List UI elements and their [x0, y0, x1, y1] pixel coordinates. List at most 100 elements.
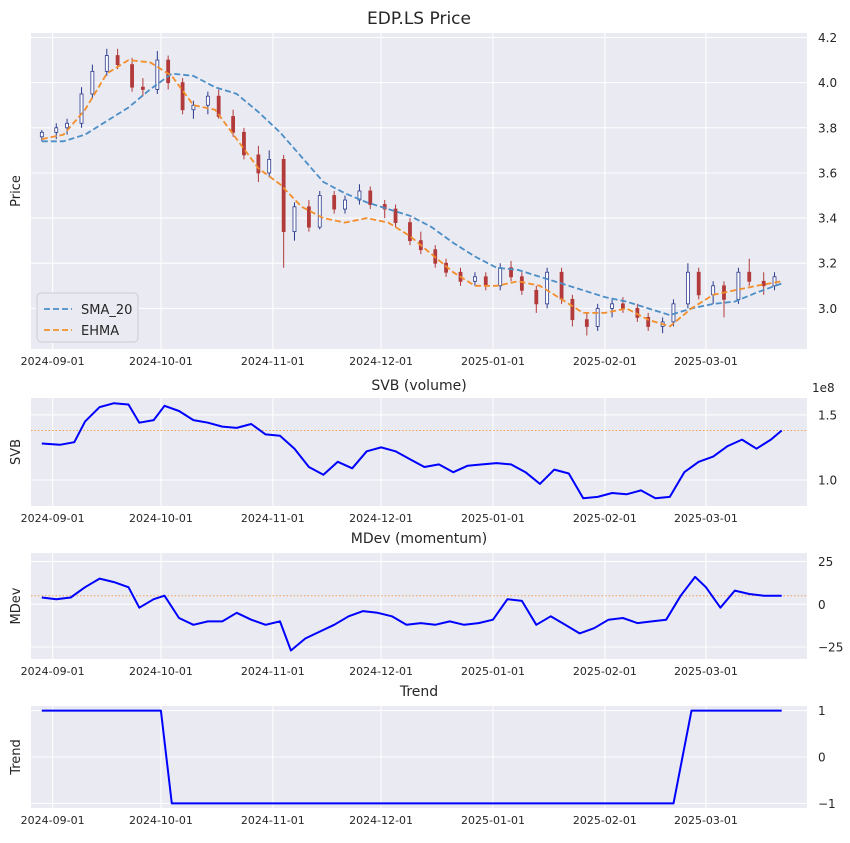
candle-body-42 [570, 298, 575, 321]
chart-title: Trend [399, 684, 438, 700]
candle-body-26 [368, 190, 373, 205]
candle-body-58 [772, 276, 777, 287]
x-tick-label: 2024-12-01 [349, 512, 413, 525]
candle-body-53 [711, 285, 716, 296]
x-tick-label: 2024-10-01 [129, 512, 193, 525]
x-tick-label: 2024-10-01 [129, 355, 193, 368]
candle-body-16 [242, 131, 246, 156]
x-tick-label: 2024-09-01 [21, 814, 85, 827]
y-axis-label: MDev [9, 587, 24, 624]
x-tick-labels: 2024-09-01 2024-10-01 2024-11-01 2024-12-01… [21, 355, 738, 368]
grid [31, 553, 807, 659]
y-axis-label: Price [9, 175, 24, 207]
candle-body-22 [317, 195, 322, 228]
candle-body-2 [65, 122, 69, 129]
plot-area [31, 398, 807, 506]
candle-body-41 [559, 271, 564, 300]
x-tick-label: 2024-12-01 [349, 665, 413, 678]
candle-body-44 [595, 307, 600, 327]
candle-body-34 [473, 276, 477, 282]
x-tick-label: 2025-01-01 [461, 355, 525, 368]
candle-body-38 [519, 276, 524, 291]
candle-body-51 [685, 271, 690, 305]
y-tick-labels: −1 0 1 [818, 704, 836, 811]
y-tick-label: 4.2 [818, 31, 837, 45]
grid [31, 33, 807, 349]
candle-body-28 [393, 208, 398, 224]
x-tick-labels: 2024-09-01 2024-10-01 2024-11-01 2024-12-01… [21, 814, 738, 827]
x-tick-label: 2025-02-01 [573, 665, 637, 678]
candle-body-20 [292, 206, 297, 233]
candle-body-4 [90, 70, 95, 95]
x-tick-label: 2025-03-01 [674, 665, 738, 678]
legend-label: EHMA [81, 324, 119, 339]
y-tick-label: 0 [818, 598, 826, 612]
candle-body-35 [483, 276, 488, 287]
candle-body-3 [79, 93, 84, 124]
y-axis-label: SVB [9, 439, 24, 465]
x-tick-label: 2024-11-01 [241, 512, 305, 525]
y-tick-label: 3.8 [818, 121, 837, 135]
candle-body-48 [646, 316, 651, 327]
candle-body-45 [610, 303, 614, 309]
candle-body-10 [166, 59, 171, 84]
series-line-main [41, 575, 782, 652]
y-tick-label: 3.0 [818, 302, 837, 316]
candle-body-57 [761, 280, 766, 287]
legend-label: SMA_20 [81, 303, 132, 318]
candle-body-18 [267, 158, 272, 174]
y-tick-label: 3.2 [818, 257, 837, 271]
y-tick-label: 0 [818, 751, 826, 765]
candle-body-52 [696, 271, 701, 296]
x-tick-labels: 2024-09-01 2024-10-01 2024-11-01 2024-12-01… [21, 512, 738, 525]
candle-body-15 [231, 116, 236, 133]
candle-body-24 [343, 199, 347, 210]
candle-body-6 [115, 55, 120, 66]
panel-1: 2024-09-01 2024-10-01 2024-11-01 2024-12-01… [9, 9, 837, 368]
y-tick-label: 1 [818, 704, 826, 718]
x-tick-label: 2024-11-01 [241, 355, 305, 368]
chart-title: MDev (momentum) [351, 531, 487, 547]
candle-body-17 [256, 154, 261, 174]
y-tick-labels: 3.0 3.2 3.4 3.6 3.8 4.0 4.2 [818, 31, 837, 316]
y-axis-label: Trend [9, 739, 24, 776]
x-tick-label: 2025-01-01 [461, 665, 525, 678]
candle-body-55 [736, 271, 741, 300]
y-tick-label: 1.0 [818, 473, 837, 487]
x-tick-label: 2024-12-01 [349, 355, 413, 368]
panel-4: 2024-09-01 2024-10-01 2024-11-01 2024-12-01… [9, 684, 836, 827]
x-tick-label: 2025-03-01 [674, 512, 738, 525]
candle-body-8 [140, 86, 145, 90]
x-tick-label: 2025-02-01 [573, 814, 637, 827]
y-tick-label: 3.4 [818, 212, 837, 226]
y-tick-label: 4.0 [818, 76, 837, 90]
candle-body-5 [104, 55, 109, 72]
x-tick-label: 2025-02-01 [573, 355, 637, 368]
offset-label: 1e8 [812, 381, 835, 395]
grid [31, 398, 807, 506]
candle-body-13 [205, 95, 210, 106]
x-tick-label: 2024-10-01 [129, 814, 193, 827]
candle-body-12 [191, 104, 196, 111]
candle-body-21 [307, 206, 311, 228]
x-tick-label: 2025-02-01 [573, 512, 637, 525]
y-tick-label: −25 [818, 641, 843, 655]
candle-body-14 [216, 95, 221, 117]
y-tick-label: 1.5 [818, 408, 837, 422]
y-tick-label: 3.6 [818, 166, 837, 180]
x-tick-label: 2024-10-01 [129, 665, 193, 678]
series-line-main [41, 709, 782, 805]
series-line-main [41, 402, 783, 500]
y-tick-label: 25 [818, 555, 833, 569]
x-tick-label: 2025-01-01 [461, 512, 525, 525]
candle-body-43 [584, 319, 589, 327]
candle-body-11 [180, 82, 185, 111]
candle-body-7 [130, 64, 134, 88]
candle-body-37 [509, 267, 513, 278]
series-line-ehma [41, 59, 782, 328]
plot-area [31, 33, 807, 349]
legend: SMA_20 EHMA [36, 292, 139, 343]
candle-body-56 [747, 271, 752, 282]
x-tick-label: 2025-01-01 [461, 814, 525, 827]
chart-title: SVB (volume) [371, 378, 466, 394]
